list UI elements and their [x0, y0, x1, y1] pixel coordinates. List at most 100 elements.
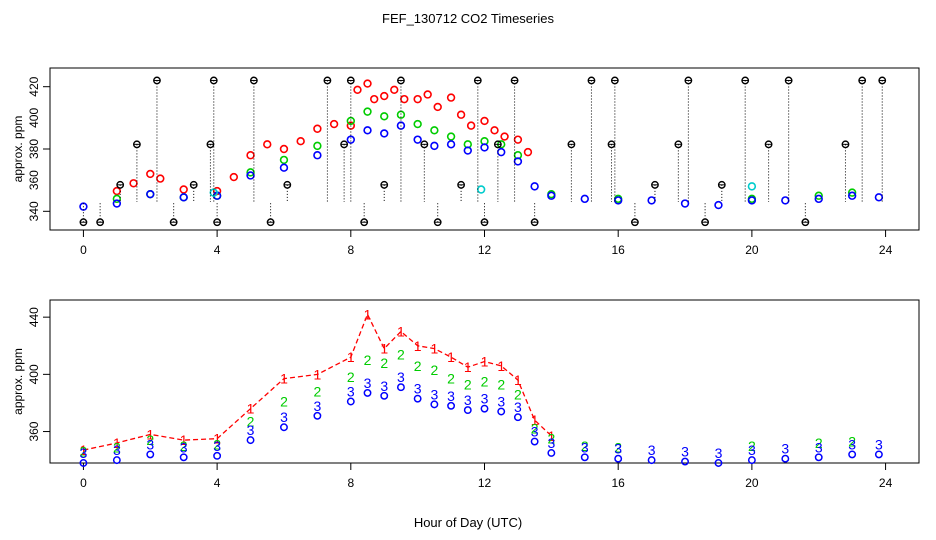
- x-tick-label: 16: [612, 243, 626, 257]
- digit-marker: 2: [581, 438, 589, 454]
- data-point: [246, 151, 255, 160]
- digit-marker: 2: [748, 438, 756, 454]
- digit-marker: 3: [313, 398, 321, 414]
- digit-marker: 2: [497, 376, 505, 392]
- digit-marker: 3: [146, 436, 154, 452]
- x-tick-label: 8: [347, 243, 354, 257]
- x-tick-label: 0: [80, 243, 87, 257]
- digit-marker: 3: [715, 445, 723, 461]
- digit-marker: 3: [815, 439, 823, 455]
- data-point: [681, 457, 689, 466]
- data-point: [497, 407, 506, 416]
- digit-marker: 2: [280, 394, 288, 410]
- digit-marker: 1: [397, 323, 405, 339]
- data-point: [781, 454, 790, 463]
- data-point: [380, 112, 389, 121]
- data-point: [279, 163, 289, 172]
- data-point: [112, 199, 122, 208]
- digit-marker: 3: [113, 442, 121, 458]
- data-point: [523, 147, 533, 157]
- data-point: [647, 456, 656, 465]
- digit-marker: 2: [313, 384, 321, 400]
- digit-marker: 1: [347, 349, 355, 365]
- spike-point: [249, 76, 258, 85]
- spike-point: [79, 218, 88, 227]
- x-tick-label: 4: [214, 476, 221, 490]
- digit-marker: 1: [364, 306, 372, 322]
- series-spike: [79, 76, 887, 227]
- x-tick-label: 24: [879, 476, 893, 490]
- data-point: [346, 116, 356, 126]
- digit-marker: 1: [213, 431, 221, 447]
- digit-marker: 3: [364, 375, 372, 391]
- data-point: [246, 171, 255, 180]
- digit-marker: 3: [180, 439, 188, 455]
- spike-point: [323, 76, 332, 85]
- digit-marker: 2: [146, 432, 154, 448]
- data-point: [179, 453, 188, 462]
- data-point: [430, 400, 439, 409]
- spike-point: [841, 140, 850, 149]
- data-point: [613, 196, 623, 205]
- data-point: [280, 423, 288, 432]
- x-tick-label: 24: [879, 243, 893, 257]
- data-point: [396, 383, 405, 392]
- spike-point: [189, 180, 198, 189]
- data-point: [313, 141, 322, 151]
- data-point: [530, 182, 539, 191]
- x-tick-label: 12: [478, 243, 492, 257]
- data-point: [500, 132, 509, 141]
- x-axis-label: Hour of Day (UTC): [414, 515, 522, 530]
- data-point: [814, 453, 823, 462]
- data-point: [747, 196, 757, 205]
- digit-marker: 1: [531, 412, 539, 428]
- y-tick-label: 360: [27, 421, 41, 441]
- digit-marker: 3: [464, 392, 472, 408]
- digit-marker: 3: [280, 409, 288, 425]
- data-point: [446, 140, 456, 149]
- digit-marker: 1: [414, 338, 422, 354]
- digit-marker: 2: [347, 369, 355, 385]
- data-point: [814, 191, 823, 200]
- data-point: [513, 413, 522, 422]
- spike-point: [153, 76, 161, 85]
- digit-marker: 2: [815, 435, 823, 451]
- spike-point: [530, 218, 539, 227]
- digit-marker: 2: [447, 371, 455, 387]
- spike-point: [493, 140, 502, 149]
- digit-marker: 2: [514, 386, 522, 402]
- digit-marker: 1: [430, 341, 438, 357]
- x-tick-label: 8: [347, 476, 354, 490]
- data-point: [413, 94, 422, 104]
- digit-marker: 2: [848, 434, 856, 450]
- spike-point: [701, 218, 709, 227]
- spike-point: [801, 218, 810, 227]
- data-point: [480, 404, 489, 413]
- y-tick-label: 400: [27, 364, 41, 384]
- spike-point: [473, 76, 482, 85]
- spike-point: [397, 76, 405, 85]
- series-ch3: [79, 121, 884, 211]
- digit-marker: 3: [547, 435, 555, 451]
- digit-marker: 2: [464, 376, 472, 392]
- x-tick-label: 16: [612, 476, 626, 490]
- data-point: [848, 450, 857, 459]
- data-point: [313, 124, 322, 133]
- spike-point: [631, 218, 639, 227]
- data-point: [480, 143, 489, 152]
- data-point: [680, 199, 690, 208]
- spike-point: [717, 180, 726, 189]
- data-point: [847, 191, 857, 200]
- data-point: [513, 135, 523, 144]
- spike-point: [784, 76, 793, 85]
- series-alt: [209, 182, 757, 197]
- spike-point: [283, 180, 292, 189]
- spike-point: [674, 140, 683, 149]
- data-point: [714, 459, 723, 467]
- digit-marker: 2: [547, 431, 555, 447]
- digit-marker: 1: [180, 432, 188, 448]
- series-line: [83, 312, 552, 451]
- digit-marker: 3: [531, 424, 539, 440]
